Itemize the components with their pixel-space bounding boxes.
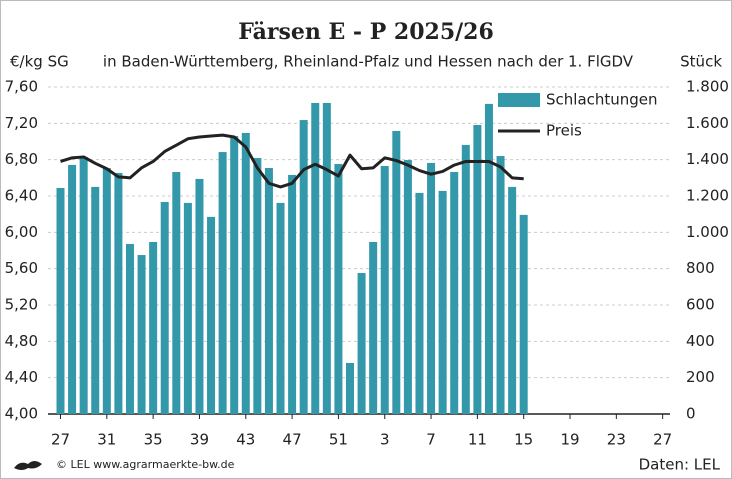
bar (461, 144, 470, 414)
y2-tick-label: 1.800 (686, 78, 729, 96)
bar (195, 178, 204, 414)
bar (172, 172, 181, 414)
bar (403, 160, 412, 414)
bar (334, 164, 343, 414)
x-tick-label: 31 (97, 431, 116, 449)
y2-tick-label: 400 (686, 332, 715, 350)
y-tick-label: 5,20 (5, 296, 38, 314)
bar (473, 124, 482, 415)
y-axis-label: €/kg SG (10, 53, 69, 71)
x-tick-label: 19 (560, 431, 579, 449)
bar (299, 120, 308, 415)
y2-tick-label: 800 (686, 259, 715, 277)
bar (91, 186, 100, 414)
y-tick-label: 6,40 (5, 187, 38, 205)
bar (241, 132, 250, 414)
bar (114, 172, 123, 414)
bar (102, 168, 111, 414)
bar (276, 202, 285, 414)
x-tick-label: 11 (468, 431, 487, 449)
bar (68, 164, 77, 414)
y-tick-label: 7,60 (5, 78, 38, 96)
x-tick-label: 3 (380, 431, 390, 449)
y2-tick-label: 1.200 (686, 187, 729, 205)
bar (230, 136, 239, 415)
bar (183, 202, 192, 414)
y2-tick-label: 1.600 (686, 114, 729, 132)
bar (346, 362, 354, 414)
bar (137, 255, 146, 414)
x-tick-label: 39 (190, 431, 209, 449)
bar (288, 174, 297, 414)
y2-tick-label: 600 (686, 296, 715, 314)
y2-tick-label: 200 (686, 368, 715, 386)
logo (14, 461, 42, 470)
x-tick-label: 51 (329, 431, 348, 449)
bar (253, 158, 262, 414)
bar (218, 152, 227, 414)
y-tick-label: 5,60 (5, 259, 38, 277)
bar (357, 273, 366, 414)
price-line (60, 133, 524, 189)
bar (484, 103, 493, 415)
bar (311, 102, 320, 414)
legend-label: Schlachtungen (546, 91, 658, 109)
copyright: © LEL www.agrarmaerkte-bw.de (56, 458, 235, 471)
y-tick-label: 7,20 (5, 114, 38, 132)
bar (496, 156, 505, 415)
bar (508, 186, 517, 414)
x-tick-label: 47 (283, 431, 302, 449)
bar (427, 162, 436, 414)
bar (519, 214, 528, 414)
bar (264, 168, 273, 414)
bar (392, 130, 401, 415)
x-tick-label: 7 (426, 431, 436, 449)
bar (380, 166, 389, 414)
bar (415, 192, 424, 414)
subtitle: in Baden-Württemberg, Rheinland-Pfalz un… (103, 53, 634, 71)
bar (79, 156, 88, 415)
y-tick-label: 6,00 (5, 223, 38, 241)
bar (56, 188, 65, 414)
y-tick-label: 6,80 (5, 150, 38, 168)
y2-tick-label: 0 (686, 405, 696, 423)
y-tick-label: 4,40 (5, 368, 38, 386)
legend-swatch (498, 93, 540, 107)
legend-label: Preis (546, 122, 582, 140)
bar (450, 172, 459, 414)
x-tick-label: 27 (653, 431, 672, 449)
bar (160, 201, 169, 414)
y2-axis-label: Stück (680, 53, 722, 71)
chart-title: Färsen E - P 2025/26 (238, 19, 494, 45)
x-tick-label: 15 (514, 431, 533, 449)
y2-tick-label: 1.400 (686, 150, 729, 168)
bar (438, 190, 447, 414)
bar (369, 241, 378, 414)
x-tick-label: 27 (51, 431, 70, 449)
bar (207, 216, 216, 414)
x-tick-label: 23 (607, 431, 626, 449)
y-tick-label: 4,00 (5, 405, 38, 423)
bar (322, 102, 331, 414)
x-tick-label: 35 (144, 431, 163, 449)
bar (149, 241, 158, 414)
x-tick-label: 43 (236, 431, 255, 449)
y-tick-label: 4,80 (5, 332, 38, 350)
source: Daten: LEL (639, 456, 721, 474)
y2-tick-label: 1.000 (686, 223, 729, 241)
bar (125, 243, 134, 414)
